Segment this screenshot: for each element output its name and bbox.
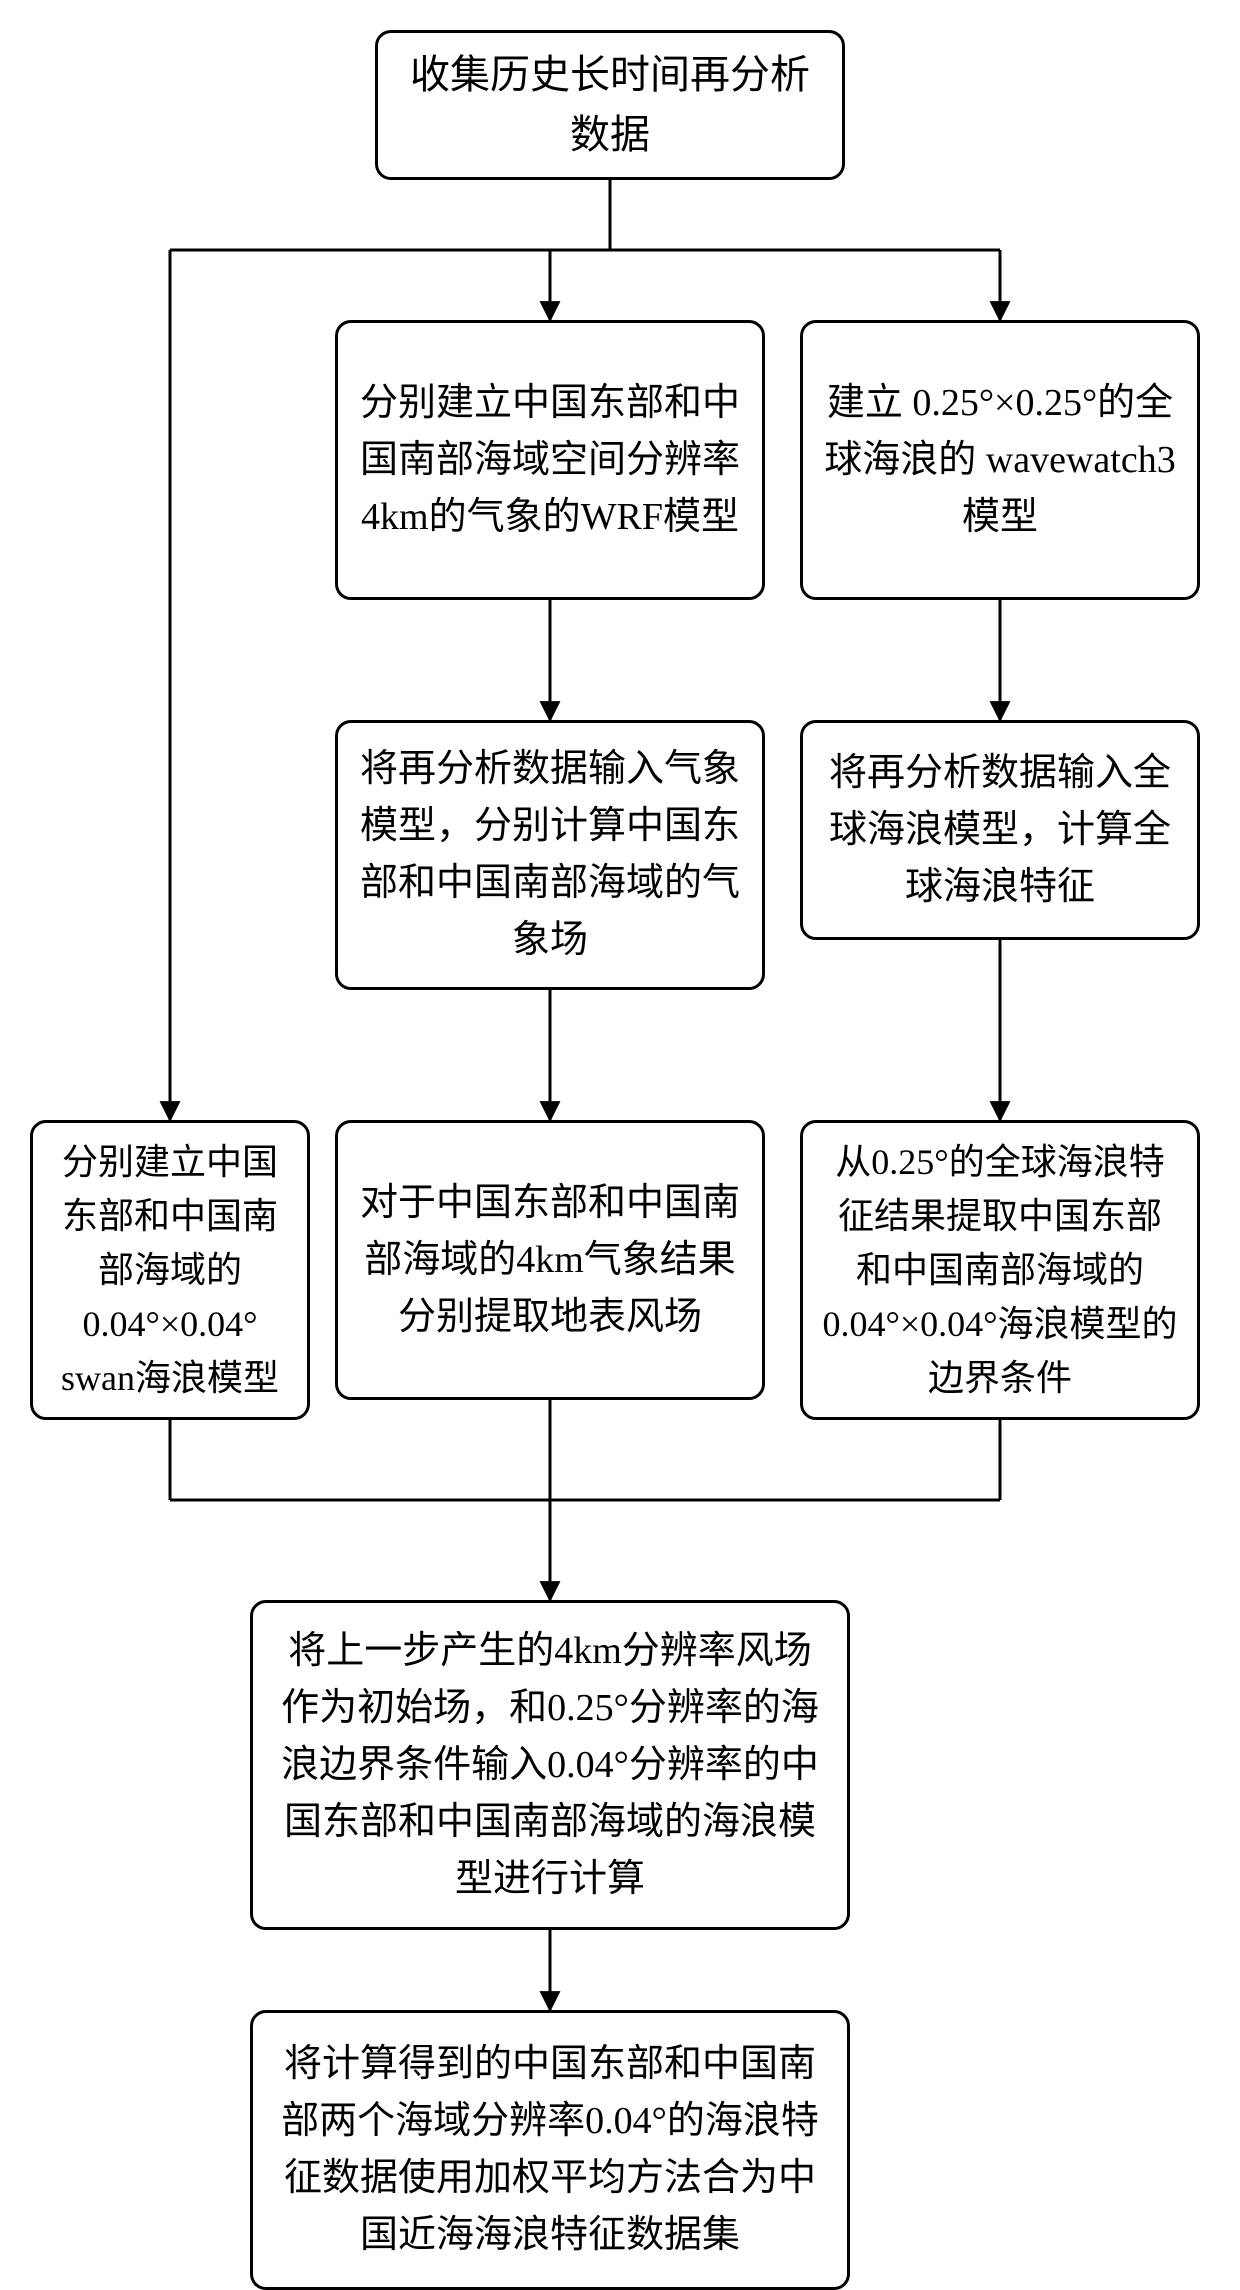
node-text: 建立 0.25°×0.25°的全球海浪的 wavewatch3模型 <box>821 375 1179 546</box>
flowchart-node-n3a: 将再分析数据输入气象模型，分别计算中国东部和中国南部海域的气象场 <box>335 720 765 990</box>
flowchart-node-n6: 将计算得到的中国东部和中国南部两个海域分辨率0.04°的海浪特征数据使用加权平均… <box>250 2010 850 2290</box>
node-text: 分别建立中国东部和中国南部海域的0.04°×0.04° swan海浪模型 <box>51 1135 289 1405</box>
flowchart-node-n2b: 建立 0.25°×0.25°的全球海浪的 wavewatch3模型 <box>800 320 1200 600</box>
flowchart-node-n5: 将上一步产生的4km分辨率风场作为初始场，和0.25°分辨率的海浪边界条件输入0… <box>250 1600 850 1930</box>
node-text: 收集历史长时间再分析数据 <box>396 45 824 165</box>
node-text: 将再分析数据输入全球海浪模型，计算全球海浪特征 <box>821 745 1179 916</box>
node-text: 对于中国东部和中国南部海域的4km气象结果分别提取地表风场 <box>356 1175 744 1346</box>
node-text: 将再分析数据输入气象模型，分别计算中国东部和中国南部海域的气象场 <box>356 741 744 969</box>
flowchart-node-n4a: 对于中国东部和中国南部海域的4km气象结果分别提取地表风场 <box>335 1120 765 1400</box>
node-text: 将计算得到的中国东部和中国南部两个海域分辨率0.04°的海浪特征数据使用加权平均… <box>271 2036 829 2264</box>
node-text: 将上一步产生的4km分辨率风场作为初始场，和0.25°分辨率的海浪边界条件输入0… <box>271 1623 829 1908</box>
flowchart-node-n4L: 分别建立中国东部和中国南部海域的0.04°×0.04° swan海浪模型 <box>30 1120 310 1420</box>
flowchart-node-n3b: 将再分析数据输入全球海浪模型，计算全球海浪特征 <box>800 720 1200 940</box>
flowchart-node-n4b: 从0.25°的全球海浪特征结果提取中国东部和中国南部海域的0.04°×0.04°… <box>800 1120 1200 1420</box>
node-text: 分别建立中国东部和中国南部海域空间分辨率4km的气象的WRF模型 <box>356 375 744 546</box>
flowchart-node-n2a: 分别建立中国东部和中国南部海域空间分辨率4km的气象的WRF模型 <box>335 320 765 600</box>
flowchart-node-n1: 收集历史长时间再分析数据 <box>375 30 845 180</box>
node-text: 从0.25°的全球海浪特征结果提取中国东部和中国南部海域的0.04°×0.04°… <box>821 1135 1179 1405</box>
